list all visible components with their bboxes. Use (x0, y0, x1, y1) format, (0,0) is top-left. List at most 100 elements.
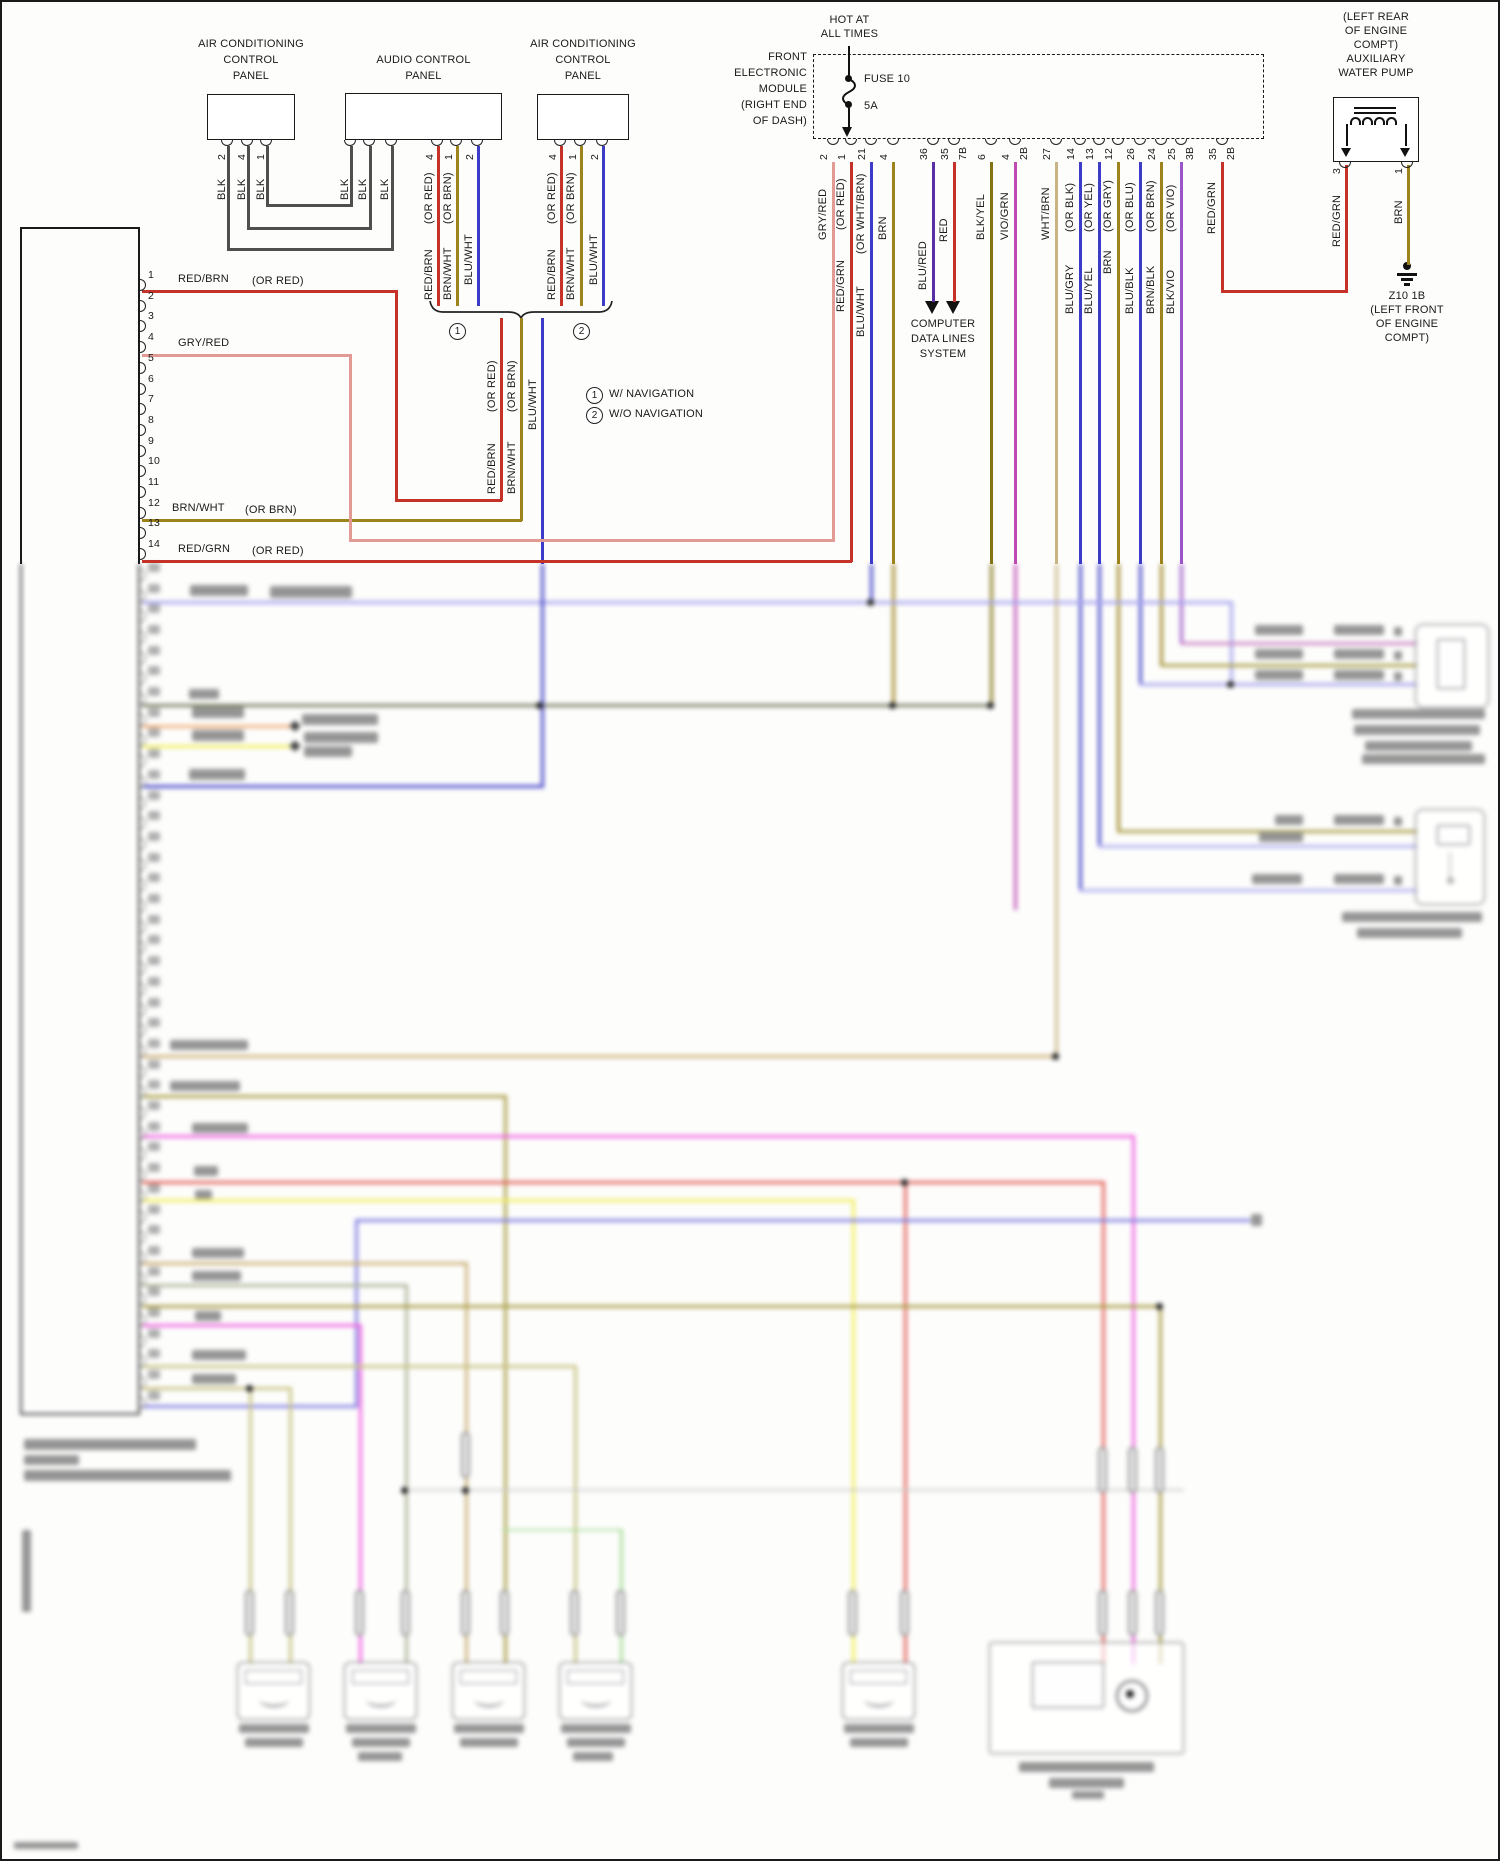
wire-segment (1098, 564, 1101, 848)
pump-location: COMPT) (1353, 39, 1399, 51)
wire-segment (1221, 162, 1224, 292)
audio-panel-box (345, 93, 502, 140)
fem-wire-label: BLK/YEL (975, 193, 987, 240)
fem-pin-number: 35 (939, 147, 951, 160)
wire-segment (355, 1219, 1250, 1222)
blurred-speaker-box (559, 1662, 632, 1720)
left-block-pin-bump (140, 506, 146, 519)
ac-panel2-box (537, 94, 629, 140)
ac-panel2-title: PANEL (564, 70, 602, 82)
ground-icon (1401, 278, 1413, 281)
fem-wire-alt-label: (OR BRN) (1145, 180, 1157, 232)
wire-segment (456, 146, 459, 306)
fem-pin-number: 2 (818, 153, 830, 160)
blurred-text (1255, 649, 1303, 659)
wire-segment (142, 1095, 506, 1098)
speaker-connector-strip (850, 1670, 907, 1684)
wire-segment (541, 564, 544, 787)
wire-segment (266, 204, 353, 207)
wire-segment (142, 1181, 1105, 1184)
blurred-pin-number (148, 645, 160, 655)
blurred-text (1334, 649, 1384, 659)
blurred-connector-mark (900, 1590, 909, 1636)
wire-segment (355, 1219, 358, 1407)
fem-wire-label: RED/GRN (835, 259, 847, 312)
blurred-text (1394, 651, 1402, 660)
left-block-pin-number: 9 (148, 434, 155, 447)
fem-wire-alt-label: (OR GRY) (1102, 179, 1114, 232)
left-block-pin-bump-blurred (140, 900, 146, 912)
junction-dot (888, 701, 896, 709)
ac-panel1-title: CONTROL (223, 54, 279, 66)
speaker-cone (474, 1692, 504, 1707)
junction-dot (986, 701, 994, 709)
wire-segment (560, 146, 563, 306)
blurred-pin-number (148, 1287, 160, 1297)
ac-panel1-title: AIR CONDITIONING (198, 38, 304, 50)
fem-pin-number: 3B (1184, 146, 1196, 160)
blurred-text (352, 1738, 410, 1747)
computer-data-lines: DATA LINES (911, 333, 975, 345)
wire-segment (1160, 162, 1163, 564)
computer-data-lines: COMPUTER (910, 318, 976, 330)
fem-pin-number: 25 (1166, 147, 1178, 160)
wire-segment (870, 162, 873, 564)
blurred-pin-number (148, 749, 160, 759)
connector-diamond (289, 740, 301, 752)
fem-pin-number: 13 (1084, 147, 1096, 160)
left-block-pin-number: 14 (148, 538, 161, 551)
wire-segment (1139, 162, 1142, 564)
fem-box (813, 54, 1264, 139)
junction-dot (900, 1178, 908, 1186)
fem-wire-label: WHT/BRN (1040, 187, 1052, 240)
blurred-pin-number (148, 1328, 160, 1338)
fem-wire-label: BRN/BLK (1145, 265, 1157, 314)
blurred-text (189, 689, 219, 699)
blurred-pin-number (148, 914, 160, 924)
wire-segment (142, 354, 351, 357)
left-block-edge (138, 227, 140, 564)
blurred-pin-number (148, 1163, 160, 1173)
blurred-pin-number (148, 604, 160, 614)
left-block-pin-bump-blurred (140, 651, 146, 664)
fem-pin-number: 36 (918, 147, 930, 160)
fem-pin-number: 1 (836, 153, 848, 160)
speaker-connector-strip (352, 1670, 409, 1684)
fem-wire-label: GRY/RED (817, 188, 829, 240)
blurred-pin-number (148, 687, 160, 696)
wire-segment (142, 1305, 1162, 1308)
wire-segment (20, 1413, 140, 1415)
blurred-text (239, 1724, 309, 1733)
left-block-pin-number: 5 (148, 351, 155, 364)
blurred-connector-mark (401, 1590, 410, 1636)
wire-segment (990, 162, 993, 564)
ground-icon (1403, 262, 1411, 270)
fem-wire-label: RED (938, 218, 950, 242)
left-block-pin-bump-blurred (140, 962, 146, 975)
blurred-speaker-box (842, 1662, 915, 1720)
blurred-connector-mark (285, 1590, 294, 1636)
wire-segment (142, 725, 298, 728)
wire-segment (349, 354, 352, 541)
blurred-text (195, 1311, 221, 1321)
left-block-pin-bump-blurred (140, 568, 146, 581)
wire-segment (391, 146, 394, 251)
data-line-arrow (925, 301, 939, 314)
blurred-text (192, 1271, 241, 1281)
wire-segment (142, 1387, 292, 1390)
left-block-pin-bump-blurred (140, 982, 146, 995)
blurred-pin-number (148, 1038, 160, 1048)
fem-wire-alt-label: (OR WHT/BRN) (855, 173, 867, 254)
legend2-text: W/O NAVIGATION (609, 408, 704, 420)
left-block-pin-bump-blurred (140, 610, 146, 623)
speaker-connector-strip (460, 1670, 517, 1684)
fem-wire-label: BRN (1102, 250, 1114, 274)
wire-segment (142, 519, 522, 522)
fem-wire-label: VIO/GRN (999, 192, 1011, 240)
wire-label: (OR BRN) (245, 504, 297, 516)
fem-pin-number: 21 (856, 147, 868, 160)
blurred-text (192, 707, 244, 718)
blurred-text (1275, 815, 1303, 825)
blurred-text (1394, 627, 1402, 636)
fem-pin-number: 7B (957, 146, 969, 160)
